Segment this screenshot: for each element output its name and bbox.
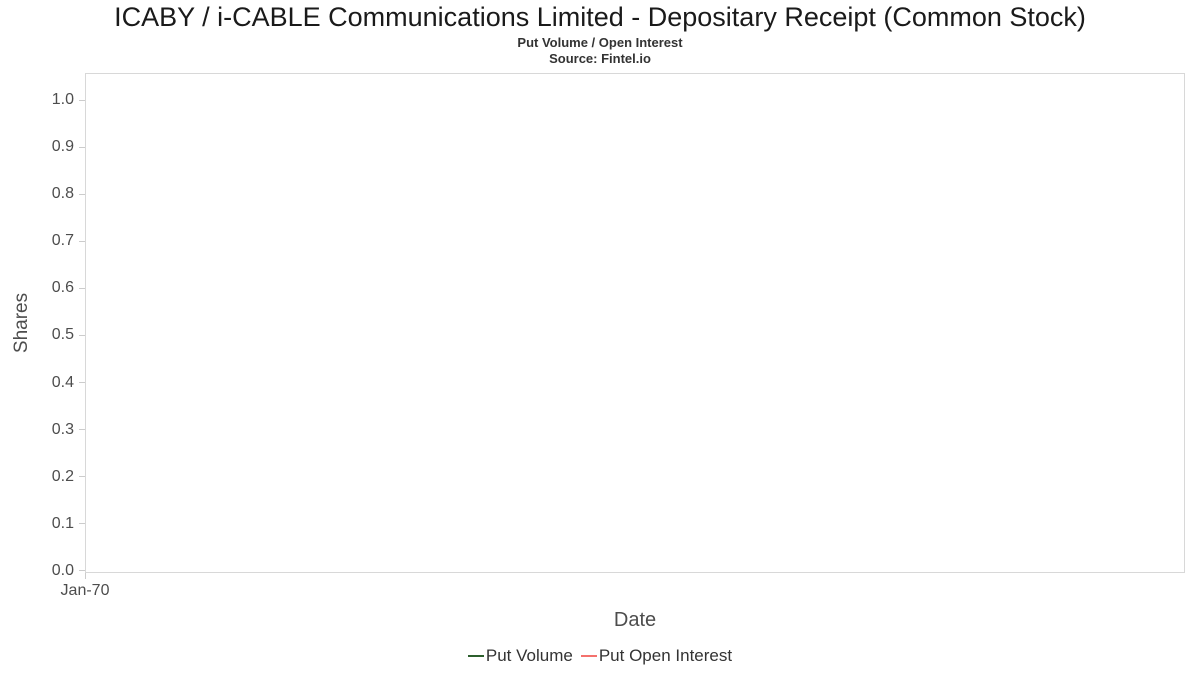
y-tick: 0.3 — [0, 420, 85, 440]
x-tick-mark — [85, 573, 86, 579]
y-tick-mark — [79, 99, 85, 101]
y-tick-mark — [79, 240, 85, 242]
y-tick: 0.7 — [0, 231, 85, 251]
y-tick-label: 0.5 — [51, 326, 74, 344]
y-tick-label: 0.3 — [51, 420, 74, 438]
y-tick: 0.6 — [0, 278, 85, 298]
y-tick-mark — [79, 570, 85, 572]
plot-area — [85, 73, 1185, 573]
chart-title: ICABY / i-CABLE Communications Limited -… — [114, 2, 1086, 32]
y-tick-label: 0.0 — [51, 561, 74, 579]
y-tick-mark — [79, 193, 85, 195]
y-tick-label: 0.8 — [51, 185, 74, 203]
y-tick: 0.0 — [0, 561, 85, 581]
y-tick: 1.0 — [0, 90, 85, 110]
x-tick-label: Jan-70 — [60, 582, 110, 599]
y-axis: 1.0 0.9 0.8 0.7 0.6 0.5 0.4 0.3 — [0, 90, 85, 581]
y-tick-mark — [79, 476, 85, 478]
y-tick-label: 0.1 — [51, 514, 74, 532]
y-tick: 0.8 — [0, 184, 85, 204]
y-tick-mark — [79, 146, 85, 148]
y-tick-label: 0.7 — [51, 232, 74, 250]
chart-source: Source: Fintel.io — [549, 51, 651, 66]
legend-item-put-volume[interactable]: Put Volume — [467, 646, 573, 666]
y-tick: 0.2 — [0, 467, 85, 487]
legend-label-put-volume: Put Volume — [485, 646, 573, 665]
y-tick-label: 1.0 — [51, 91, 74, 108]
y-tick-label: 0.9 — [51, 138, 74, 156]
y-tick-label: 0.6 — [51, 279, 74, 297]
y-tick-mark — [79, 429, 85, 431]
y-tick: 0.1 — [0, 514, 85, 534]
legend-label-put-open-interest: Put Open Interest — [598, 646, 733, 665]
legend-item-put-open-interest[interactable]: Put Open Interest — [580, 646, 733, 666]
x-axis-title: Date — [613, 609, 657, 631]
y-tick-label: 0.2 — [51, 467, 74, 485]
put-open-interest-line-swatch — [580, 655, 597, 657]
y-tick-label: 0.4 — [51, 373, 74, 391]
y-tick: 0.5 — [0, 325, 85, 345]
y-tick-mark — [79, 382, 85, 384]
legend: Put Volume Put Open Interest — [0, 646, 1200, 666]
y-tick-mark — [79, 523, 85, 525]
y-tick: 0.9 — [0, 137, 85, 157]
chart-subtitle: Put Volume / Open Interest — [517, 35, 683, 50]
y-tick: 0.4 — [0, 373, 85, 393]
y-tick-mark — [79, 334, 85, 336]
put-volume-line-swatch — [467, 655, 484, 657]
y-tick-mark — [79, 287, 85, 289]
